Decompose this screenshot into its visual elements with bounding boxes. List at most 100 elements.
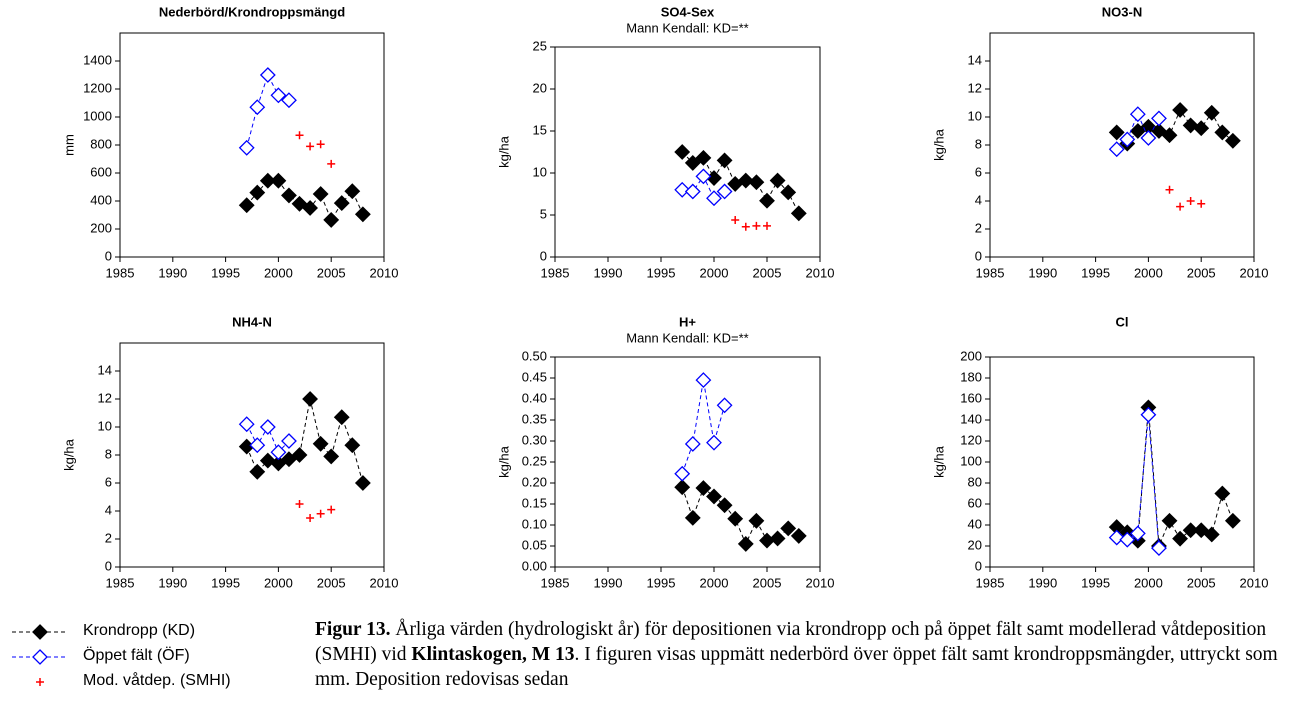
chart-title: Cl — [1116, 314, 1129, 329]
point — [1108, 124, 1125, 141]
point — [790, 528, 807, 544]
point — [306, 514, 315, 522]
y-axis-label: kg/ha — [931, 128, 946, 161]
x-tick-label: 2005 — [1187, 575, 1216, 590]
point — [316, 140, 325, 149]
x-tick-label: 2010 — [370, 575, 399, 590]
y-tick-label: 0.35 — [522, 411, 547, 426]
point — [354, 475, 371, 491]
y-tick-label: 4 — [105, 502, 112, 517]
x-tick-label: 2000 — [700, 265, 729, 280]
x-tick-label: 1995 — [647, 575, 676, 590]
chart-title: NO3-N — [1102, 4, 1142, 19]
y-tick-label: 0.15 — [522, 495, 547, 510]
point — [695, 480, 712, 496]
point — [716, 152, 733, 169]
point — [1203, 526, 1220, 543]
caption-label: Figur 13. — [315, 619, 391, 640]
point — [716, 497, 733, 514]
point — [249, 463, 266, 480]
x-tick-label: 1985 — [541, 265, 570, 280]
point — [302, 200, 318, 216]
x-tick-label: 2005 — [753, 575, 782, 590]
point — [674, 181, 691, 198]
x-tick-label: 2010 — [806, 575, 835, 590]
point — [259, 172, 276, 189]
point — [716, 397, 733, 414]
legend-label: Mod. våtdep. (SMHI) — [83, 672, 231, 689]
y-tick-label: 15 — [533, 122, 547, 137]
y-tick-label: 2 — [975, 220, 982, 235]
point — [323, 448, 340, 465]
point — [259, 419, 276, 435]
y-tick-label: 25 — [533, 38, 547, 53]
point — [1186, 197, 1195, 205]
y-tick-label: 0.10 — [522, 516, 547, 531]
point — [312, 435, 329, 452]
y-tick-label: 1400 — [83, 52, 112, 67]
y-axis-label: kg/ha — [496, 445, 511, 478]
point — [327, 159, 336, 168]
point — [1176, 202, 1185, 211]
y-tick-label: 0.25 — [522, 453, 547, 468]
y-tick-label: 14 — [98, 362, 112, 377]
point — [684, 509, 701, 526]
point — [780, 184, 797, 201]
point — [238, 416, 255, 433]
point — [1197, 199, 1206, 208]
point — [238, 197, 255, 214]
point — [281, 433, 297, 449]
point — [281, 92, 297, 109]
legend-symbol — [36, 678, 44, 686]
point — [731, 216, 740, 225]
y-tick-label: 8 — [105, 446, 112, 461]
point — [306, 142, 315, 151]
point — [259, 67, 276, 83]
x-tick-label: 1985 — [541, 575, 570, 590]
y-tick-label: 200 — [960, 348, 982, 363]
legend-symbols — [12, 624, 66, 686]
x-tick-label: 1995 — [211, 575, 240, 590]
caption: Figur 13. Årliga värden (hydrologiskt år… — [315, 617, 1310, 701]
point — [1151, 110, 1167, 127]
y-tick-label: 0.00 — [522, 558, 547, 573]
y-tick-label: 0.30 — [522, 432, 547, 447]
y-tick-label: 0.50 — [522, 348, 547, 363]
point — [706, 488, 722, 505]
x-tick-label: 2005 — [753, 265, 782, 280]
y-tick-label: 400 — [90, 192, 112, 207]
y-tick-label: 10 — [968, 108, 982, 123]
point — [1161, 127, 1178, 144]
point — [684, 436, 701, 452]
point — [302, 391, 318, 407]
y-tick-label: 12 — [968, 80, 982, 95]
point — [737, 535, 754, 552]
point — [1108, 529, 1125, 546]
point — [674, 144, 691, 160]
point — [1161, 512, 1178, 529]
chart-title: NH4-N — [232, 314, 272, 329]
y-tick-label: 0 — [975, 248, 982, 263]
x-tick-label: 1990 — [594, 575, 623, 590]
point — [706, 434, 722, 451]
y-tick-label: 100 — [960, 453, 982, 468]
y-tick-label: 800 — [90, 136, 112, 151]
y-tick-label: 180 — [960, 369, 982, 384]
point — [1165, 185, 1174, 194]
y-tick-label: 12 — [98, 390, 112, 405]
x-tick-label: 2000 — [264, 575, 293, 590]
y-tick-label: 80 — [968, 474, 982, 489]
x-tick-label: 2010 — [806, 265, 835, 280]
plot-frame — [119, 342, 385, 568]
x-tick-label: 2010 — [370, 265, 399, 280]
y-axis-label: kg/ha — [931, 445, 946, 478]
y-tick-label: 0.40 — [522, 390, 547, 405]
y-tick-label: 0 — [105, 558, 112, 573]
point — [344, 437, 361, 454]
x-tick-label: 1985 — [106, 265, 135, 280]
point — [695, 168, 712, 185]
point — [344, 183, 361, 200]
point — [695, 149, 712, 166]
y-tick-label: 6 — [975, 164, 982, 179]
